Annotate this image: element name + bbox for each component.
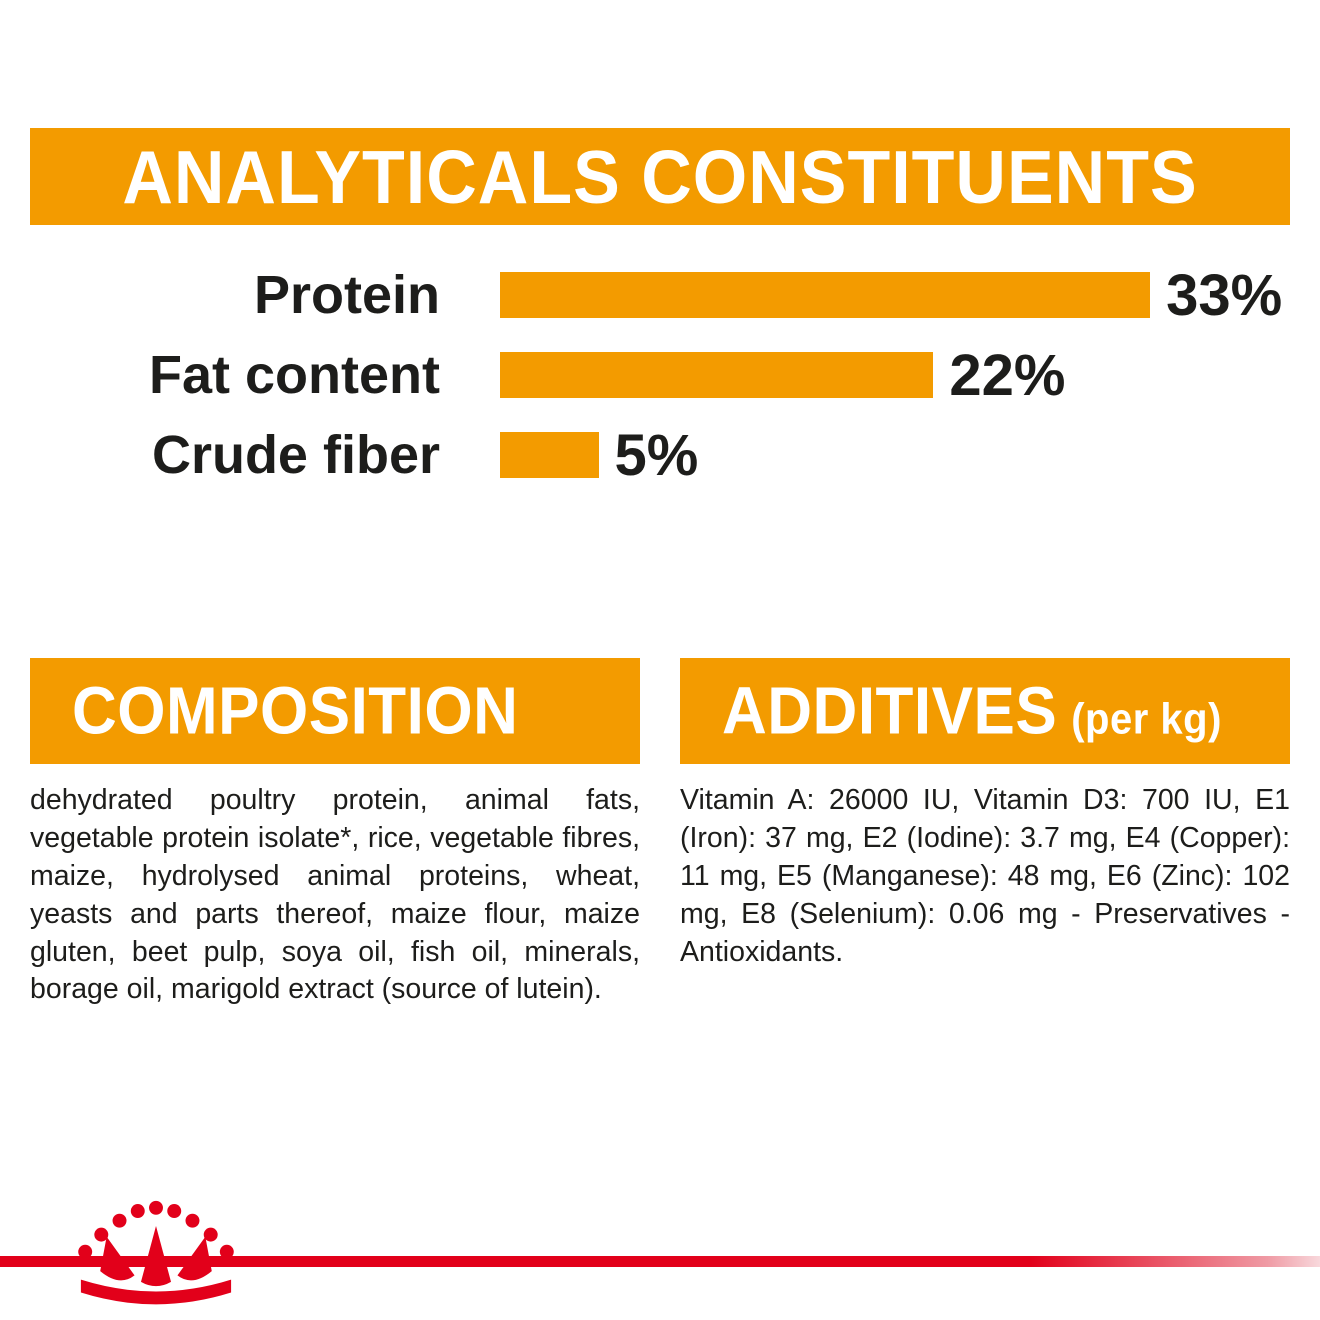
additives-title: ADDITIVES (per kg) <box>722 673 1222 750</box>
chart-bar <box>500 352 934 398</box>
chart-category-label: Protein <box>253 265 440 325</box>
analyticals-bar-chart: Protein 33% Fat content 22% Crude fiber 5% <box>30 263 1290 512</box>
chart-bar <box>500 432 599 478</box>
additives-body-text: Vitamin A: 26000 IU, Vitamin D3: 700 IU,… <box>680 784 1290 968</box>
royal-canin-crown-logo <box>78 1200 234 1305</box>
additives-title-main: ADDITIVES <box>722 673 1058 749</box>
chart-row: Fat content 22% <box>30 343 1290 408</box>
additives-section: ADDITIVES (per kg) Vitamin A: 26000 IU, … <box>680 658 1290 971</box>
additives-title-suffix: (per kg) <box>1071 695 1222 743</box>
analyticals-title-banner: ANALYTICALS CONSTITUENTS <box>30 128 1290 225</box>
chart-bar <box>500 272 1151 318</box>
chart-value-label: 33% <box>1166 262 1283 328</box>
additives-title-banner: ADDITIVES (per kg) <box>680 658 1290 764</box>
composition-section: COMPOSITION dehydrated poultry protein, … <box>30 658 640 1009</box>
composition-title-banner: COMPOSITION <box>30 658 640 764</box>
chart-row: Protein 33% <box>30 263 1290 328</box>
chart-row: Crude fiber 5% <box>30 423 1290 488</box>
chart-value-label: 5% <box>614 422 699 488</box>
chart-category-label: Fat content <box>149 345 440 405</box>
brand-divider-line <box>0 1256 1320 1267</box>
composition-body-text: dehydrated poultry protein, animal fats,… <box>30 784 640 1006</box>
analyticals-title: ANALYTICALS CONSTITUENTS <box>122 134 1198 219</box>
chart-value-label: 22% <box>949 342 1066 408</box>
composition-title: COMPOSITION <box>72 673 519 749</box>
chart-category-label: Crude fiber <box>151 425 440 485</box>
